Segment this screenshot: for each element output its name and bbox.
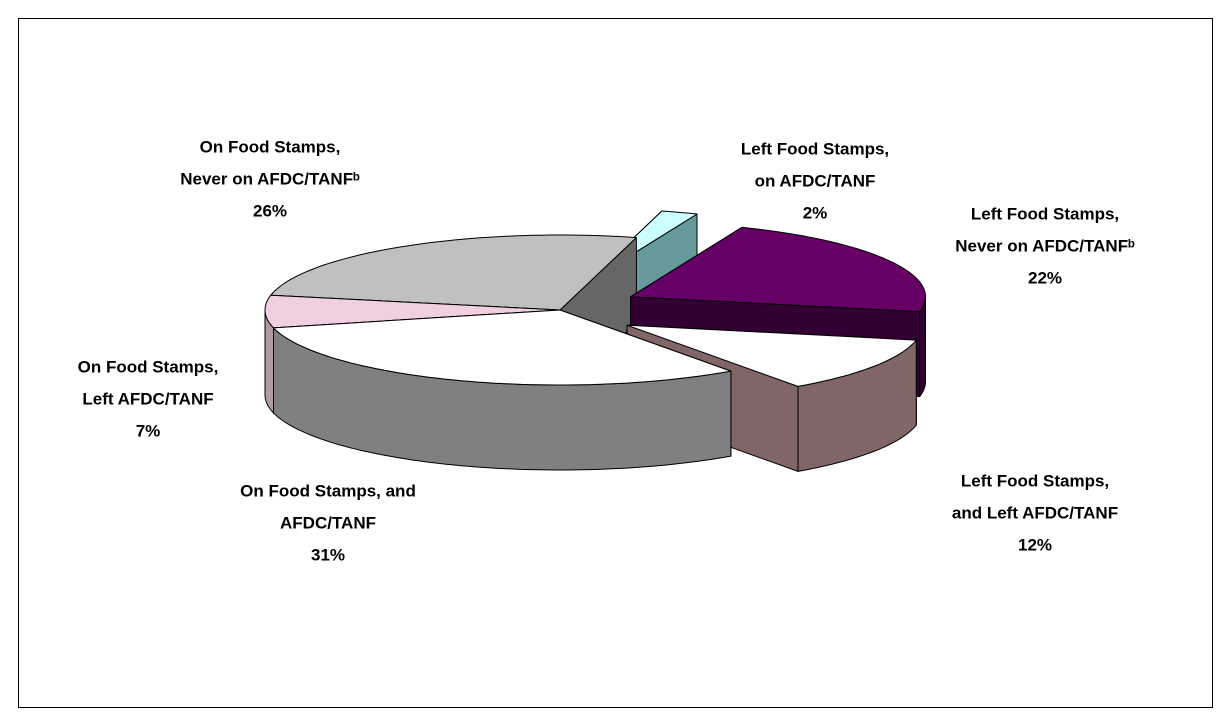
value-label: 2% (803, 203, 828, 222)
slice-label: On Food Stamps, (78, 357, 219, 376)
slice (626, 324, 917, 387)
value-label: 7% (136, 421, 161, 440)
slice-label: On Food Stamps, (200, 137, 341, 156)
slice (270, 234, 637, 311)
slice-label: and Left AFDC/TANF (952, 503, 1118, 522)
slice-label: on AFDC/TANF (755, 171, 876, 190)
slice (630, 226, 926, 313)
slice-label: Left Food Stamps, (741, 139, 889, 158)
slice (273, 309, 732, 386)
slice-label: Left AFDC/TANF (82, 389, 213, 408)
value-label: 31% (311, 545, 345, 564)
slice-label: Left Food Stamps, (961, 471, 1109, 490)
slice (264, 294, 561, 329)
slice-side (919, 296, 926, 398)
slice-label: On Food Stamps, and (240, 481, 416, 500)
value-label: 26% (253, 201, 287, 220)
slice-label: Never on AFDC/TANFᵇ (955, 236, 1135, 255)
value-label: 12% (1018, 535, 1052, 554)
slice-label: Never on AFDC/TANFᵇ (180, 169, 360, 188)
value-label: 22% (1028, 268, 1062, 287)
slice-label: AFDC/TANF (280, 513, 376, 532)
slice-label: Left Food Stamps, (971, 204, 1119, 223)
